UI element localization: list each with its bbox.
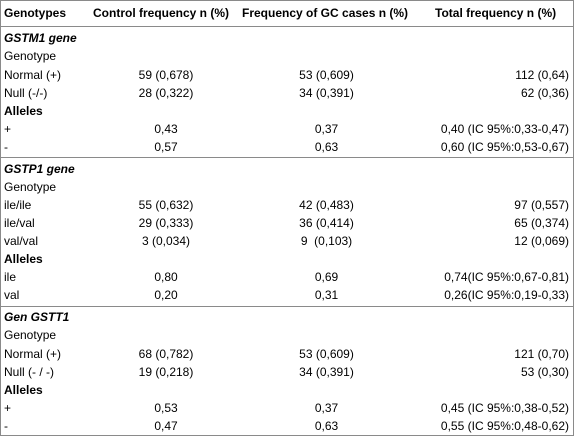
total-cell: 12 (0,069) [514,234,569,248]
control-cell: 0,53 [154,401,178,415]
total-cell: 112 (0,64) [515,68,569,82]
control-cell: 3 (0,034) [141,234,191,248]
cases-cell: 0,69 [314,270,339,284]
total-cell: 97 (0,557) [514,198,569,212]
table-row: ile/val 29 (0,333) 36 (0,414) 65 (0,374) [1,214,573,232]
header-gc-cases-frequency: Frequency of GC cases n (%) [242,6,409,20]
table-row: ile 0,80 0,69 0,74(IC 95%:0,67-0,81) [1,268,573,286]
total-cell: 65 (0,374) [514,216,569,230]
section-gstm1: GSTM1 gene Genotype Normal (+) 59 (0,678… [1,27,573,158]
total-cell: 0,60 (IC 95%:0,53-0,67) [440,140,569,154]
cases-cell: 0,37 [314,401,339,415]
alleles-label: Alleles [4,383,43,397]
alleles-label: Alleles [4,252,43,266]
table-row: + 0,43 0,37 0,40 (IC 95%:0,33-0,47) [1,120,573,138]
total-cell: 0,55 (IC 95%:0,48-0,62) [440,419,569,433]
section-title-row: GSTP1 gene [1,160,573,178]
section-title: GSTM1 gene [4,31,77,45]
table-row: Normal (+) 68 (0,782) 53 (0,609) 121 (0,… [1,345,573,363]
table-header: Genotypes Control frequency n (%) Freque… [1,1,573,27]
control-cell: 0,80 [154,270,178,284]
total-cell: 0,74(IC 95%:0,67-0,81) [444,270,569,284]
alleles-label: Alleles [4,104,43,118]
control-cell: 55 (0,632) [138,198,194,212]
table-row: val 0,20 0,31 0,26(IC 95%:0,19-0,33) [1,286,573,304]
section-gstt1: Gen GSTT1 Genotype Normal (+) 68 (0,782)… [1,307,573,435]
total-cell: 0,26(IC 95%:0,19-0,33) [444,288,569,302]
genotype-label: Genotype [4,328,57,342]
control-cell: 0,43 [154,122,178,136]
total-cell: 121 (0,70) [514,347,569,361]
control-cell: 0,47 [154,419,178,433]
section-title: GSTP1 gene [4,162,75,176]
table-row: Normal (+) 59 (0,678) 53 (0,609) 112 (0,… [1,66,573,84]
genotype-label-row: Genotype [1,178,573,196]
table-row: - 0,57 0,63 0,60 (IC 95%:0,53-0,67) [1,138,573,156]
table-row: Null (-/-) 28 (0,322) 34 (0,391) 62 (0,3… [1,84,573,102]
total-cell: 0,40 (IC 95%:0,33-0,47) [440,122,569,136]
table-row: Null (- / -) 19 (0,218) 34 (0,391) 53 (0… [1,363,573,381]
table-row: - 0,47 0,63 0,55 (IC 95%:0,48-0,62) [1,417,573,435]
table-row: ile/ile 55 (0,632) 42 (0,483) 97 (0,557) [1,196,573,214]
cases-cell: 36 (0,414) [299,216,354,230]
row-label: ile/ile [4,198,32,212]
cases-cell: 53 (0,609) [299,347,354,361]
header-genotypes: Genotypes [4,6,67,20]
row-label: - [4,419,8,433]
cases-cell: 0,37 [314,122,339,136]
genotype-label-row: Genotype [1,326,573,344]
row-label: Normal (+) [4,347,62,361]
section-title-row: Gen GSTT1 [1,308,573,326]
row-label: Null (-/-) [4,86,48,100]
table-row: val/val 3 (0,034) 9 (0,103) 12 (0,069) [1,232,573,250]
control-cell: 59 (0,678) [138,68,194,82]
control-cell: 68 (0,782) [138,347,194,361]
section-gstp1: GSTP1 gene Genotype ile/ile 55 (0,632) 4… [1,158,573,307]
alleles-label-row: Alleles [1,381,573,399]
alleles-label-row: Alleles [1,250,573,268]
genotype-label-row: Genotype [1,47,573,65]
cases-cell: 34 (0,391) [299,365,354,379]
row-label: ile [4,270,17,284]
row-label: - [4,140,8,154]
cases-cell: 0,31 [314,288,339,302]
total-cell: 0,45 (IC 95%:0,38-0,52) [440,401,569,415]
cases-cell: 0,63 [314,140,339,154]
section-title-row: GSTM1 gene [1,29,573,47]
row-label: + [4,122,12,136]
genotype-label: Genotype [4,180,57,194]
alleles-label-row: Alleles [1,102,573,120]
cases-cell: 34 (0,391) [299,86,354,100]
row-label: Null (- / -) [4,365,54,379]
header-row: Genotypes Control frequency n (%) Freque… [1,4,573,22]
total-cell: 62 (0,36) [520,86,569,100]
control-cell: 28 (0,322) [138,86,194,100]
row-label: Normal (+) [4,68,62,82]
cases-cell: 9 (0,103) [300,234,353,248]
row-label: val/val [4,234,39,248]
row-label: + [4,401,12,415]
control-cell: 29 (0,333) [138,216,194,230]
cases-cell: 53 (0,609) [299,68,354,82]
header-total-frequency: Total frequency n (%) [435,6,557,20]
control-cell: 0,57 [154,140,178,154]
genotype-label: Genotype [4,49,57,63]
control-cell: 19 (0,218) [138,365,194,379]
row-label: ile/val [4,216,35,230]
row-label: val [4,288,20,302]
control-cell: 0,20 [154,288,178,302]
cases-cell: 0,63 [314,419,339,433]
table-row: + 0,53 0,37 0,45 (IC 95%:0,38-0,52) [1,399,573,417]
total-cell: 53 (0,30) [520,365,569,379]
cases-cell: 42 (0,483) [299,198,354,212]
section-title: Gen GSTT1 [4,310,70,324]
header-control-frequency: Control frequency n (%) [93,6,230,20]
